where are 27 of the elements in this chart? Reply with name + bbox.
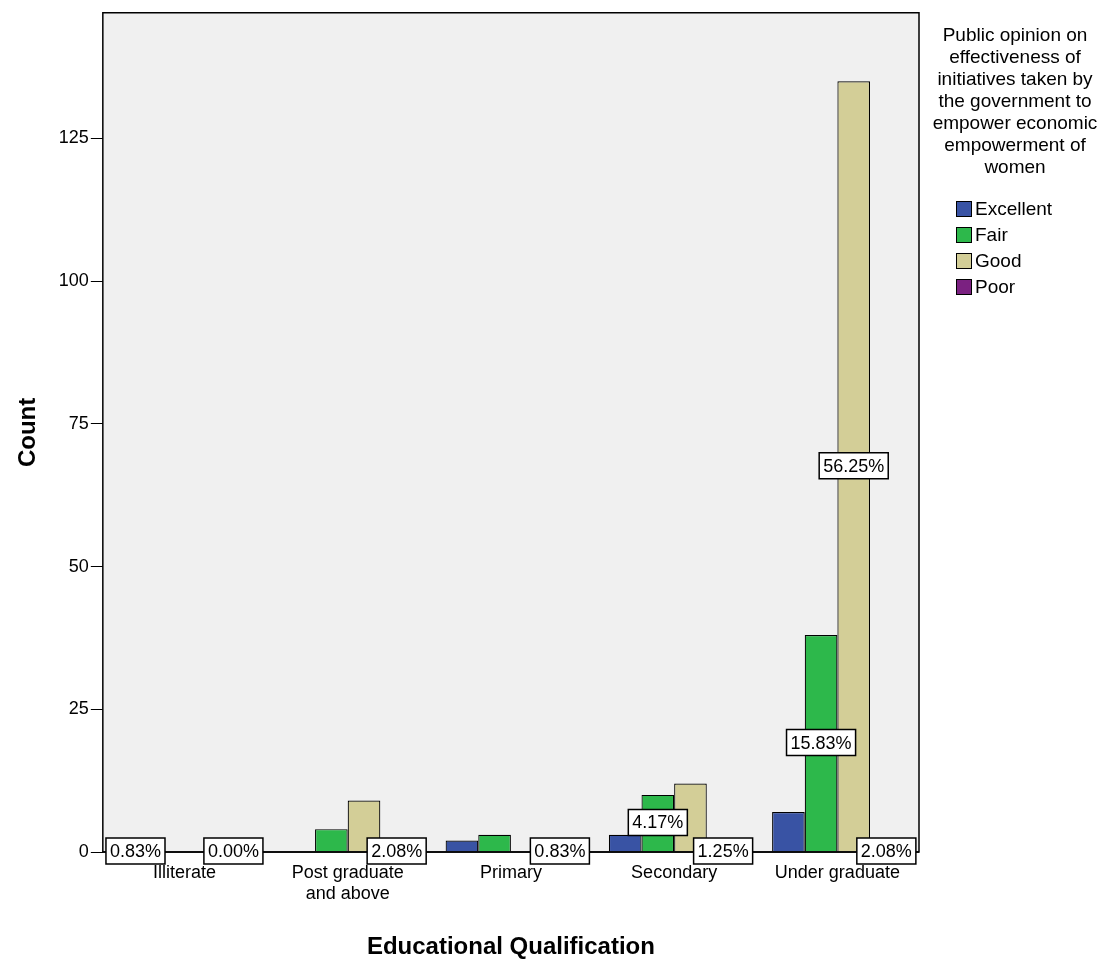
annotation: 0.00% [207, 840, 259, 861]
x-axis-title: Educational Qualification [366, 932, 655, 960]
y-tick-label: 75 [68, 412, 89, 433]
annotation: 56.25% [823, 455, 885, 476]
x-tick-label: Secondary [631, 861, 718, 882]
legend-label: Fair [975, 224, 1008, 246]
annotation: 15.83% [790, 732, 852, 753]
annotation: 0.83% [534, 840, 586, 861]
y-tick-label: 25 [68, 698, 89, 719]
y-tick-label: 100 [58, 270, 89, 291]
y-tick-label: 125 [58, 127, 89, 148]
x-tick-label: Primary [479, 861, 542, 882]
annotation: 1.25% [697, 840, 749, 861]
legend-title: Public opinion on effectiveness of initiatives taken by the government to empower economic empowerment of women [931, 24, 1099, 178]
x-tick-label: Post graduate and above [291, 861, 404, 904]
legend-label: Excellent [975, 198, 1053, 220]
x-tick-label: Illiterate [152, 861, 216, 882]
annotation: 2.08% [860, 840, 912, 861]
legend-label: Poor [975, 276, 1016, 298]
annotation: 0.83% [109, 840, 161, 861]
y-tick-label: 0 [78, 840, 89, 861]
annotation: 4.17% [632, 812, 684, 833]
x-tick-label: Under graduate [774, 861, 900, 882]
legend-label: Good [975, 250, 1022, 272]
y-tick-label: 50 [68, 555, 89, 576]
annotation: 2.08% [371, 840, 423, 861]
y-axis-title: Count [13, 397, 41, 468]
